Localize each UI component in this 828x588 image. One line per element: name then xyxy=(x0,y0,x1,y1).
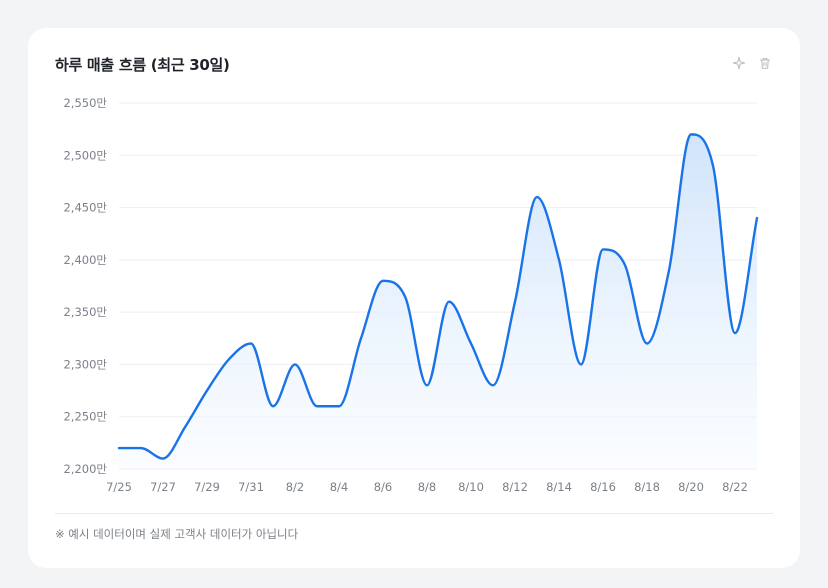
data-point-8/3 xyxy=(314,403,320,409)
y-axis: 2,200만 2,250만 2,300만 2,350만 2,400만 2,450만 2,50… xyxy=(63,96,107,476)
data-point-8/18 xyxy=(644,341,650,347)
data-point-8/8 xyxy=(424,382,430,388)
x-tick-label: 8/12 xyxy=(502,480,528,494)
x-tick-label: 8/6 xyxy=(374,480,393,494)
data-point-8/23 xyxy=(754,215,760,221)
data-point-8/16 xyxy=(600,246,606,252)
data-point-7/28 xyxy=(182,424,188,430)
data-point-7/27 xyxy=(160,456,166,462)
data-point-8/9 xyxy=(446,299,452,305)
data-point-8/22 xyxy=(732,330,738,336)
data-point-8/1 xyxy=(270,403,276,409)
data-point-8/4 xyxy=(336,403,342,409)
data-point-8/15 xyxy=(578,361,584,367)
data-point-8/6 xyxy=(380,278,386,284)
data-point-8/17 xyxy=(622,262,628,268)
x-tick-label: 8/2 xyxy=(286,480,305,494)
chart-card: 하루 매출 흐름 (최근 30일) 2,200만 2,250만 2,300만 2,35… xyxy=(28,28,800,568)
data-point-8/21 xyxy=(710,163,716,169)
x-tick-label: 8/16 xyxy=(590,480,616,494)
x-tick-label: 8/20 xyxy=(678,480,704,494)
data-point-7/29 xyxy=(204,388,210,394)
x-tick-label: 8/14 xyxy=(546,480,572,494)
data-point-8/10 xyxy=(468,341,474,347)
data-point-8/7 xyxy=(402,293,408,299)
x-tick-label: 8/18 xyxy=(634,480,660,494)
y-tick-label: 2,300만 xyxy=(63,357,107,371)
x-tick-label: 7/25 xyxy=(106,480,132,494)
y-tick-label: 2,450만 xyxy=(63,201,107,215)
y-tick-label: 2,350만 xyxy=(63,305,107,319)
data-point-7/26 xyxy=(138,445,144,451)
data-point-8/20 xyxy=(688,131,694,137)
x-tick-label: 8/4 xyxy=(330,480,349,494)
data-point-8/14 xyxy=(556,257,562,263)
x-tick-label: 8/10 xyxy=(458,480,484,494)
x-tick-label: 7/27 xyxy=(150,480,176,494)
x-tick-label: 8/22 xyxy=(722,480,748,494)
sparkle-icon[interactable] xyxy=(731,55,747,71)
area-chart: 2,200만 2,250만 2,300만 2,350만 2,400만 2,450만 2,50… xyxy=(63,96,760,494)
area-fill xyxy=(119,134,757,469)
data-point-8/12 xyxy=(512,299,518,305)
data-point-8/11 xyxy=(490,382,496,388)
data-point-8/13 xyxy=(534,194,540,200)
chart-title: 하루 매출 흐름 (최근 30일) xyxy=(55,56,230,74)
trash-icon[interactable] xyxy=(757,55,773,71)
x-axis: 7/25 7/27 7/29 7/31 8/2 8/4 8/6 8/8 8/10 8/12 8/14… xyxy=(106,480,748,494)
x-tick-label: 8/8 xyxy=(418,480,437,494)
data-point-8/5 xyxy=(358,335,364,341)
y-tick-label: 2,250만 xyxy=(63,410,107,424)
y-tick-label: 2,550만 xyxy=(63,96,107,110)
divider xyxy=(55,513,773,514)
series-line xyxy=(117,133,759,460)
data-point-7/30 xyxy=(226,356,232,362)
data-point-8/19 xyxy=(666,267,672,273)
data-point-7/25 xyxy=(116,445,122,451)
y-tick-label: 2,200만 xyxy=(63,462,107,476)
y-tick-label: 2,500만 xyxy=(63,148,107,162)
x-tick-label: 7/29 xyxy=(194,480,220,494)
data-point-8/2 xyxy=(292,361,298,367)
data-point-7/31 xyxy=(248,341,254,347)
y-tick-label: 2,400만 xyxy=(63,253,107,267)
footnote: ※ 예시 데이터이며 실제 고객사 데이터가 아닙니다 xyxy=(55,527,299,541)
x-tick-label: 7/31 xyxy=(238,480,264,494)
